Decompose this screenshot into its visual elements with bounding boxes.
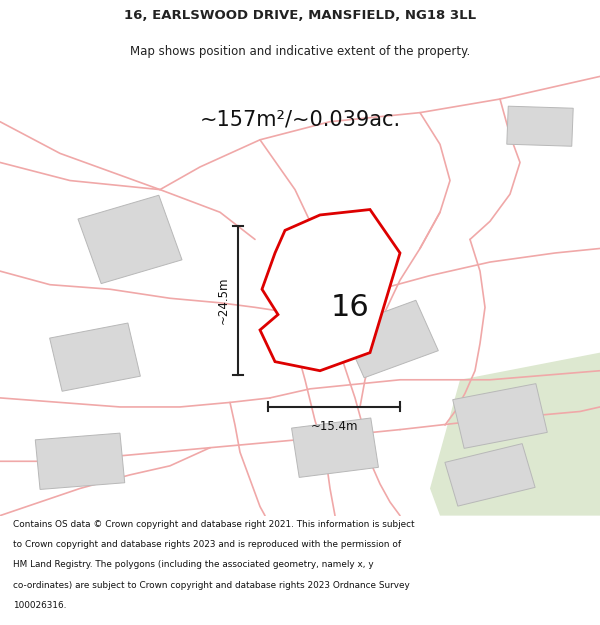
Text: HM Land Registry. The polygons (including the associated geometry, namely x, y: HM Land Registry. The polygons (includin… (13, 561, 374, 569)
Polygon shape (453, 384, 547, 448)
Text: 16, EARLSWOOD DRIVE, MANSFIELD, NG18 3LL: 16, EARLSWOOD DRIVE, MANSFIELD, NG18 3LL (124, 9, 476, 22)
Text: to Crown copyright and database rights 2023 and is reproduced with the permissio: to Crown copyright and database rights 2… (13, 540, 401, 549)
Text: Map shows position and indicative extent of the property.: Map shows position and indicative extent… (130, 45, 470, 58)
Text: 16: 16 (331, 293, 370, 322)
Polygon shape (292, 418, 379, 478)
Text: Contains OS data © Crown copyright and database right 2021. This information is : Contains OS data © Crown copyright and d… (13, 520, 415, 529)
Text: co-ordinates) are subject to Crown copyright and database rights 2023 Ordnance S: co-ordinates) are subject to Crown copyr… (13, 581, 410, 590)
Polygon shape (35, 433, 125, 489)
Polygon shape (78, 195, 182, 284)
Text: 100026316.: 100026316. (13, 601, 67, 610)
Polygon shape (260, 209, 400, 371)
Polygon shape (341, 300, 439, 378)
Polygon shape (430, 352, 600, 516)
Polygon shape (50, 323, 140, 391)
Text: ~24.5m: ~24.5m (217, 277, 230, 324)
Polygon shape (507, 106, 573, 146)
Text: ~15.4m: ~15.4m (310, 419, 358, 432)
Polygon shape (445, 444, 535, 506)
Text: ~157m²/~0.039ac.: ~157m²/~0.039ac. (199, 110, 401, 130)
